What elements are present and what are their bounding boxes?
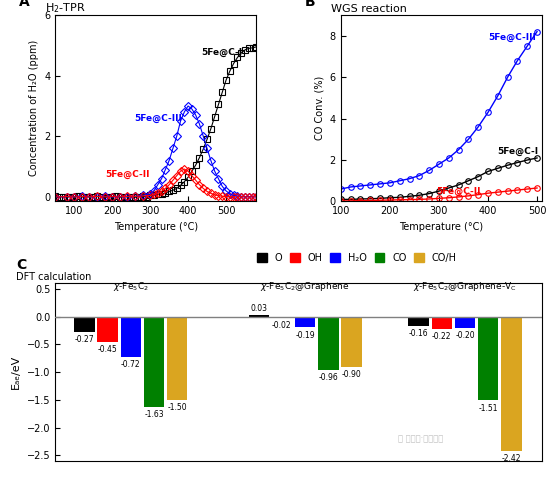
Text: -0.27: -0.27: [75, 335, 94, 344]
Text: -2.42: -2.42: [502, 454, 521, 463]
Text: -1.50: -1.50: [168, 403, 187, 412]
Y-axis label: Concentration of H₂O (ppm): Concentration of H₂O (ppm): [29, 40, 39, 176]
Text: -0.20: -0.20: [455, 331, 475, 340]
Bar: [431, 317, 452, 329]
Text: -0.45: -0.45: [98, 345, 117, 354]
Text: B: B: [305, 0, 315, 9]
Text: -0.02: -0.02: [272, 321, 292, 330]
Text: H$_2$-TPR: H$_2$-TPR: [45, 1, 86, 15]
Bar: [408, 317, 429, 326]
Bar: [167, 317, 187, 400]
Bar: [318, 317, 338, 370]
Text: A: A: [19, 0, 30, 9]
X-axis label: Temperature (°C): Temperature (°C): [114, 222, 198, 232]
Text: -0.19: -0.19: [295, 331, 315, 340]
Text: DFT calculation: DFT calculation: [17, 272, 92, 282]
Y-axis label: Eₐₑ/eV: Eₐₑ/eV: [11, 355, 21, 389]
Bar: [144, 317, 164, 407]
Y-axis label: CO Conv. (%): CO Conv. (%): [314, 76, 324, 140]
Text: -1.63: -1.63: [144, 410, 164, 419]
Bar: [272, 317, 292, 318]
X-axis label: Temperature (°C): Temperature (°C): [399, 222, 483, 232]
Text: 5Fe@C-III: 5Fe@C-III: [488, 33, 536, 42]
Bar: [97, 317, 118, 342]
Text: 📰 公众号·催化进展: 📰 公众号·催化进展: [398, 434, 444, 443]
Text: -0.90: -0.90: [342, 370, 362, 379]
Text: -1.51: -1.51: [478, 404, 498, 413]
Text: -0.72: -0.72: [121, 360, 140, 369]
Bar: [295, 317, 315, 327]
Text: WGS reaction: WGS reaction: [331, 4, 406, 14]
Bar: [455, 317, 475, 328]
Text: 5Fe@C-II: 5Fe@C-II: [105, 170, 150, 179]
Text: $\chi$-Fe$_5$C$_2$@Graphene-V$_\mathrm{C}$: $\chi$-Fe$_5$C$_2$@Graphene-V$_\mathrm{C…: [413, 281, 517, 294]
Bar: [74, 317, 95, 332]
Text: 5Fe@C-II: 5Fe@C-II: [436, 187, 481, 196]
Text: -0.96: -0.96: [319, 373, 338, 382]
Text: -0.22: -0.22: [432, 332, 451, 341]
Bar: [501, 317, 521, 451]
Bar: [121, 317, 141, 357]
Text: 5Fe@C-I: 5Fe@C-I: [497, 147, 538, 156]
Text: $\chi$-Fe$_5$C$_2$@Graphene: $\chi$-Fe$_5$C$_2$@Graphene: [260, 281, 350, 294]
Text: 5Fe@C-I: 5Fe@C-I: [202, 48, 243, 57]
Bar: [478, 317, 498, 400]
Bar: [248, 315, 269, 317]
Text: C: C: [17, 258, 27, 272]
Text: $\chi$-Fe$_5$C$_2$: $\chi$-Fe$_5$C$_2$: [113, 281, 149, 294]
Bar: [341, 317, 362, 367]
Text: 5Fe@C-III: 5Fe@C-III: [134, 114, 182, 123]
Legend: O, OH, H₂O, CO, CO/H: O, OH, H₂O, CO, CO/H: [253, 249, 461, 267]
Text: 0.03: 0.03: [250, 304, 267, 313]
Text: -0.16: -0.16: [409, 329, 428, 338]
